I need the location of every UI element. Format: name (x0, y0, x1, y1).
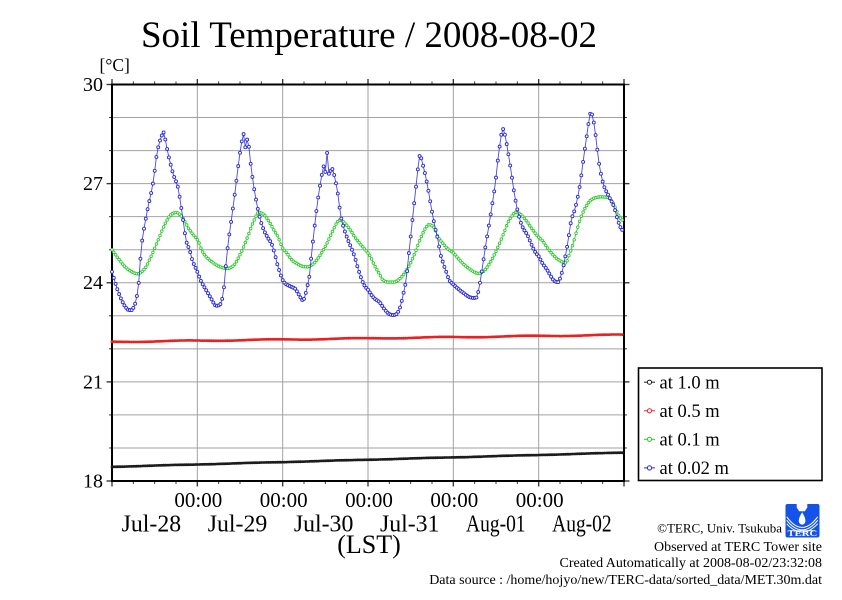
svg-text:Jul-29: Jul-29 (208, 511, 268, 538)
svg-text:18: 18 (83, 471, 103, 493)
svg-text:00:00: 00:00 (516, 488, 564, 512)
svg-text:Jul-28: Jul-28 (122, 511, 182, 538)
svg-text:©TERC, Univ. Tsukuba: ©TERC, Univ. Tsukuba (657, 520, 782, 535)
svg-text:at 0.1 m: at 0.1 m (660, 431, 721, 451)
svg-text:at 0.02 m: at 0.02 m (660, 459, 730, 479)
svg-text:at 1.0 m: at 1.0 m (660, 373, 721, 393)
svg-text:Observed at TERC Tower site: Observed at TERC Tower site (654, 540, 822, 555)
svg-text:24: 24 (83, 272, 103, 294)
svg-text:Aug-02: Aug-02 (552, 511, 612, 538)
svg-text:00:00: 00:00 (260, 488, 308, 512)
svg-text:Data source : /home/hojyo/new/: Data source : /home/hojyo/new/TERC-data/… (429, 573, 822, 588)
svg-text:30: 30 (83, 74, 103, 96)
svg-text:Aug-01: Aug-01 (466, 511, 526, 538)
svg-text:00:00: 00:00 (174, 488, 222, 512)
svg-text:TERC: TERC (788, 529, 818, 538)
svg-text:Jul-30: Jul-30 (294, 511, 354, 538)
svg-text:27: 27 (83, 173, 103, 195)
svg-text:00:00: 00:00 (345, 488, 393, 512)
svg-text:at 0.5 m: at 0.5 m (660, 402, 721, 422)
svg-text:(LST): (LST) (337, 530, 401, 559)
svg-text:Jul-31: Jul-31 (380, 511, 440, 538)
svg-text:[°C]: [°C] (100, 55, 130, 75)
svg-text:Soil Temperature / 2008-08-02: Soil Temperature / 2008-08-02 (141, 15, 597, 56)
svg-text:Created Automatically at 2008-: Created Automatically at 2008-08-02/23:3… (560, 556, 822, 571)
svg-text:21: 21 (83, 371, 103, 393)
svg-text:00:00: 00:00 (430, 488, 478, 512)
